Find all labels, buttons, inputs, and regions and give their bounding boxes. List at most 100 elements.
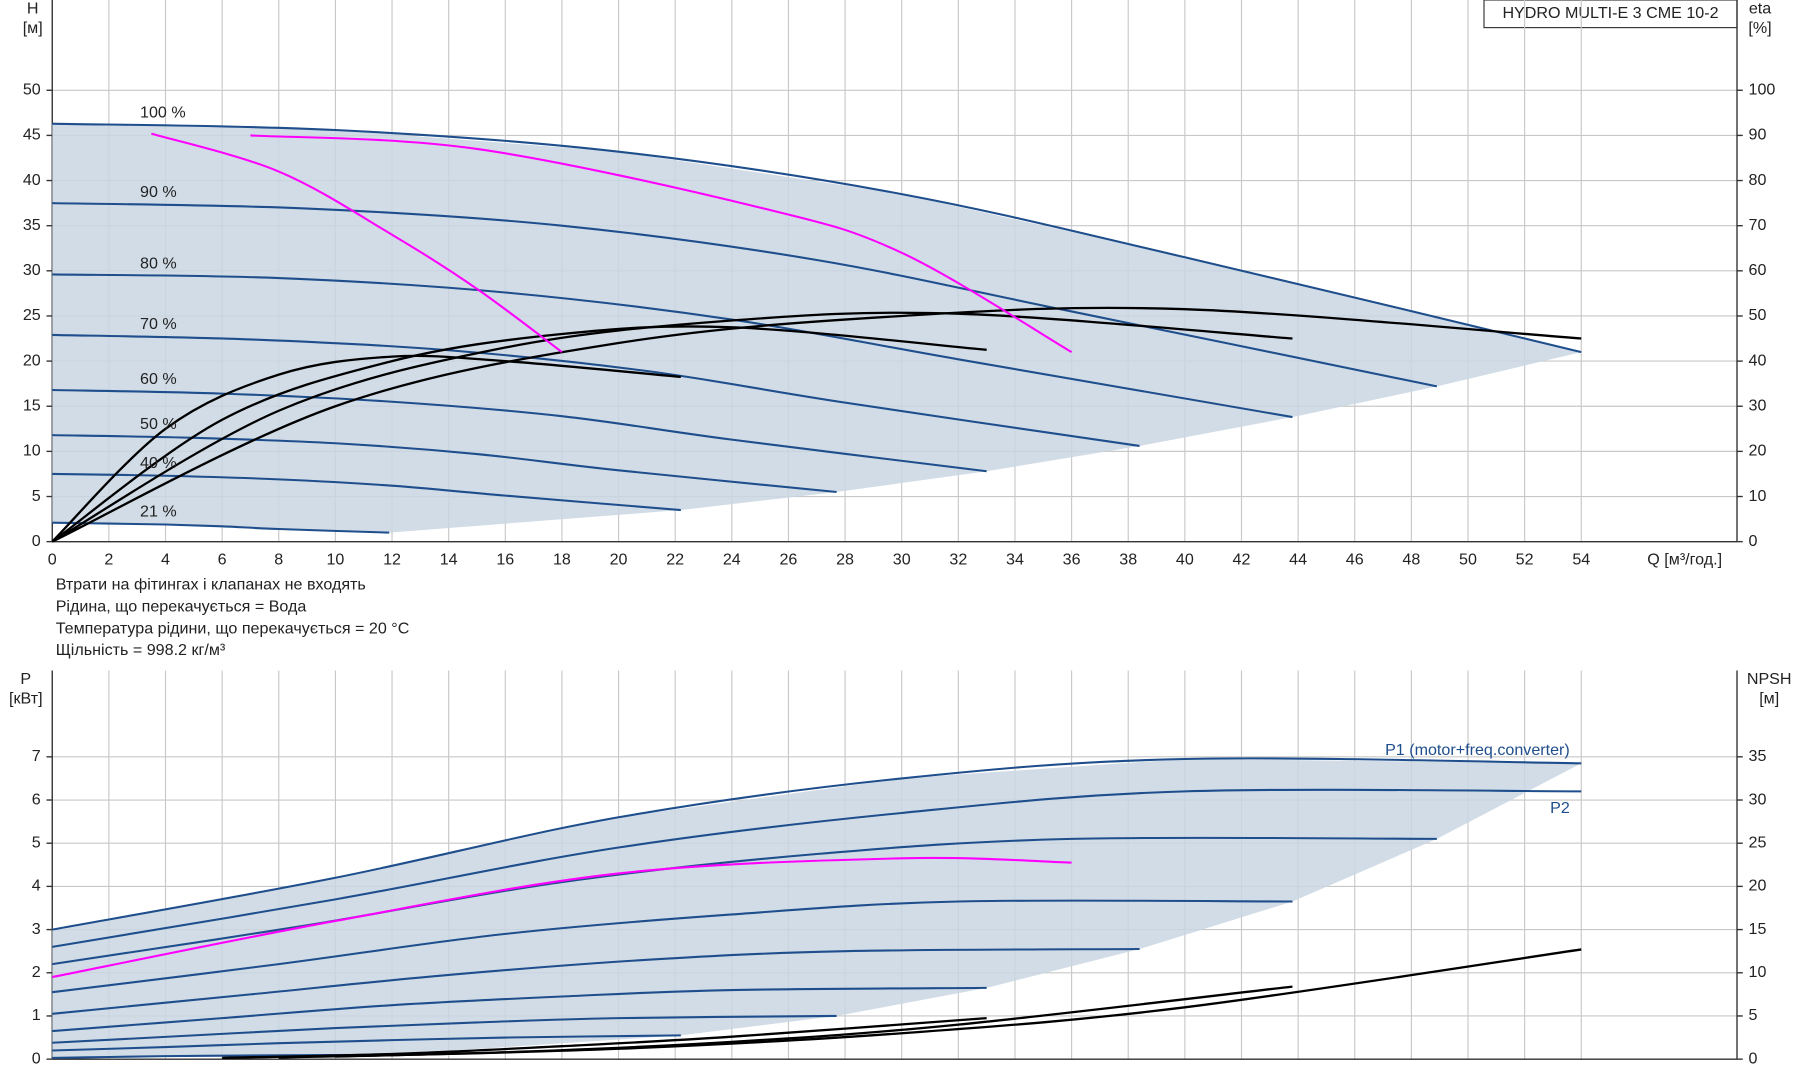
curve — [52, 1034, 681, 1052]
curve-label: 50 % — [140, 415, 177, 433]
curve — [52, 273, 1293, 419]
x-tick-label: 4 — [161, 550, 170, 568]
x-tick-label: 12 — [383, 550, 401, 568]
y-axis-unit: [кВт] — [9, 689, 43, 707]
y2-tick-label: 50 — [1749, 306, 1767, 324]
x-tick-label: 2 — [104, 550, 113, 568]
y-tick-label: 30 — [23, 261, 41, 279]
legend-label: P1 (motor+freq.converter) — [1385, 741, 1570, 759]
curve — [52, 388, 987, 473]
x-tick-label: 46 — [1346, 550, 1364, 568]
x-tick-label: 54 — [1572, 550, 1590, 568]
y2-tick-label: 35 — [1749, 747, 1767, 765]
x-tick-label: 34 — [1006, 550, 1024, 568]
y-tick-label: 40 — [23, 171, 41, 189]
curve — [52, 434, 837, 494]
note: Щільність = 998.2 кг/м³ — [56, 641, 226, 659]
chart-title: HYDRO MULTI-E 3 CME 10-2 — [1502, 4, 1718, 22]
curve-label: 100 % — [140, 104, 186, 122]
y-tick-label: 15 — [23, 396, 41, 414]
curve — [52, 122, 1582, 354]
note: Втрати на фітингах і клапанах не входять — [56, 576, 366, 594]
y-axis-label: H — [27, 0, 39, 17]
curve — [52, 521, 390, 534]
x-tick-label: 18 — [553, 550, 571, 568]
y-axis-label: P — [20, 670, 31, 688]
y2-tick-label: 0 — [1749, 1049, 1758, 1067]
curve — [52, 899, 1293, 994]
y2-tick-label: 10 — [1749, 487, 1767, 505]
y-tick-label: 0 — [32, 532, 41, 550]
x-tick-label: 8 — [274, 550, 283, 568]
note: Температура рідини, що перекачується = 2… — [56, 619, 410, 637]
y2-tick-label: 5 — [1749, 1006, 1758, 1024]
x-tick-label: 26 — [779, 550, 797, 568]
layer-lines — [51, 122, 1582, 1060]
operating-range — [52, 123, 1582, 533]
y2-axis-label: NPSH — [1747, 670, 1792, 688]
x-tick-label: 40 — [1176, 550, 1194, 568]
secondary-curve — [51, 354, 681, 543]
secondary-curve — [51, 325, 987, 543]
curve — [52, 788, 1582, 948]
y-tick-label: 35 — [23, 216, 41, 234]
y-tick-label: 0 — [32, 1049, 41, 1067]
curve — [52, 947, 1140, 1015]
curve — [52, 986, 987, 1033]
curve-label: 80 % — [140, 254, 177, 272]
y-tick-label: 50 — [23, 81, 41, 99]
title-box — [1483, 0, 1738, 29]
x-tick-label: 30 — [893, 550, 911, 568]
y-tick-label: 45 — [23, 126, 41, 144]
y2-tick-label: 30 — [1749, 790, 1767, 808]
curve-label: 21 % — [140, 503, 177, 521]
curve — [52, 757, 1582, 931]
y-axis-unit: [м] — [23, 19, 43, 37]
y2-tick-label: 25 — [1749, 833, 1767, 851]
y2-tick-label: 15 — [1749, 920, 1767, 938]
note: Рідина, що перекачується = Вода — [56, 597, 307, 615]
y-tick-label: 4 — [32, 877, 41, 895]
x-axis-label: Q [м³/год.] — [1647, 550, 1722, 568]
y-tick-label: 6 — [32, 790, 41, 808]
secondary-curve — [222, 1016, 987, 1060]
x-tick-label: 10 — [326, 550, 344, 568]
y2-axis-unit: [%] — [1748, 19, 1771, 37]
y2-tick-label: 100 — [1749, 81, 1776, 99]
y-tick-label: 25 — [23, 306, 41, 324]
y2-tick-label: 0 — [1749, 532, 1758, 550]
x-tick-label: 48 — [1402, 550, 1420, 568]
curve — [151, 132, 563, 353]
y2-tick-label: 60 — [1749, 261, 1767, 279]
curve — [52, 202, 1438, 388]
x-tick-label: 50 — [1459, 550, 1477, 568]
y2-tick-label: 20 — [1749, 877, 1767, 895]
y-tick-label: 2 — [32, 963, 41, 981]
curve-label: 60 % — [140, 370, 177, 388]
y2-tick-label: 70 — [1749, 216, 1767, 234]
x-tick-label: 16 — [496, 550, 514, 568]
curve-label: 40 % — [140, 454, 177, 472]
curve — [250, 134, 1073, 353]
layer-labels: 0 2 4 6 8 10 12 14 16 18 20 22 24 26 28 30 32 34 36 38 40 42 4… — [23, 81, 1776, 1068]
curve — [52, 856, 1072, 979]
secondary-curve — [51, 306, 1582, 543]
y2-tick-label: 80 — [1749, 171, 1767, 189]
x-tick-label: 36 — [1063, 550, 1081, 568]
x-tick-label: 24 — [723, 550, 741, 568]
curve — [52, 1014, 837, 1044]
x-tick-label: 52 — [1516, 550, 1534, 568]
x-tick-label: 44 — [1289, 550, 1307, 568]
x-tick-label: 6 — [218, 550, 227, 568]
secondary-curve — [278, 985, 1293, 1059]
curve-label: 70 % — [140, 315, 177, 333]
x-tick-label: 22 — [666, 550, 684, 568]
y-tick-label: 5 — [32, 833, 41, 851]
x-tick-label: 32 — [949, 550, 967, 568]
y-tick-label: 10 — [23, 442, 41, 460]
y-tick-label: 3 — [32, 920, 41, 938]
curve — [52, 836, 1437, 966]
y2-tick-label: 10 — [1749, 963, 1767, 981]
